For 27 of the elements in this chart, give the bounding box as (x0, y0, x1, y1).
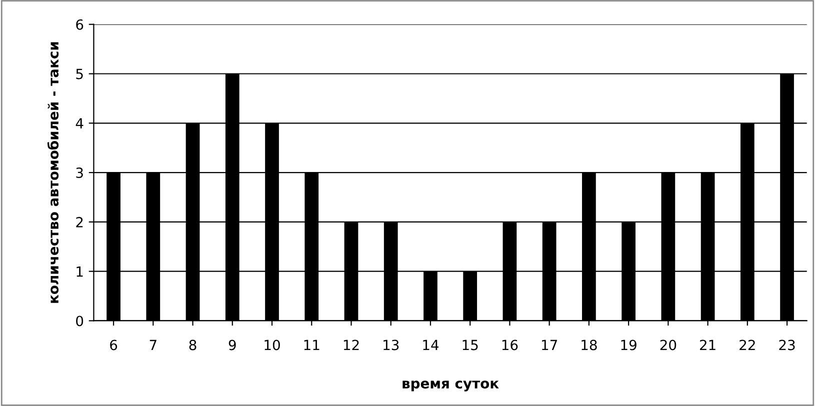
x-tick-label: 15 (462, 340, 478, 350)
y-tick-label: 2 (76, 216, 83, 228)
x-tick-label: 17 (542, 340, 557, 350)
x-tick-label: 10 (264, 340, 280, 350)
x-tick-label: 12 (344, 340, 359, 350)
x-tick-label: 6 (110, 340, 118, 350)
x-tick-label: 8 (189, 340, 196, 350)
x-tick-label: 21 (700, 340, 716, 350)
x-tick-label: 20 (660, 340, 676, 350)
y-tick-label: 5 (76, 68, 83, 80)
x-tick-label: 14 (423, 340, 439, 350)
y-tick-label: 3 (76, 168, 83, 178)
y-tick-label: 1 (76, 266, 83, 277)
x-tick-label: 13 (384, 340, 399, 350)
x-tick-label: 22 (740, 340, 755, 350)
x-tick-label: 16 (502, 340, 518, 350)
x-tick-label: 7 (150, 340, 156, 350)
x-tick-label: 23 (779, 340, 795, 350)
y-tick-label: 0 (76, 316, 84, 326)
x-axis-title: время суток (402, 380, 499, 392)
y-tick-label: 4 (76, 118, 84, 128)
x-tick-label: 11 (304, 340, 320, 350)
x-tick-label: 18 (582, 340, 597, 350)
y-axis-title: количество автомобилей - такси (47, 42, 59, 303)
y-tick-label: 6 (76, 19, 84, 30)
x-tick-label: 9 (228, 340, 236, 350)
x-tick-label: 19 (621, 340, 636, 350)
